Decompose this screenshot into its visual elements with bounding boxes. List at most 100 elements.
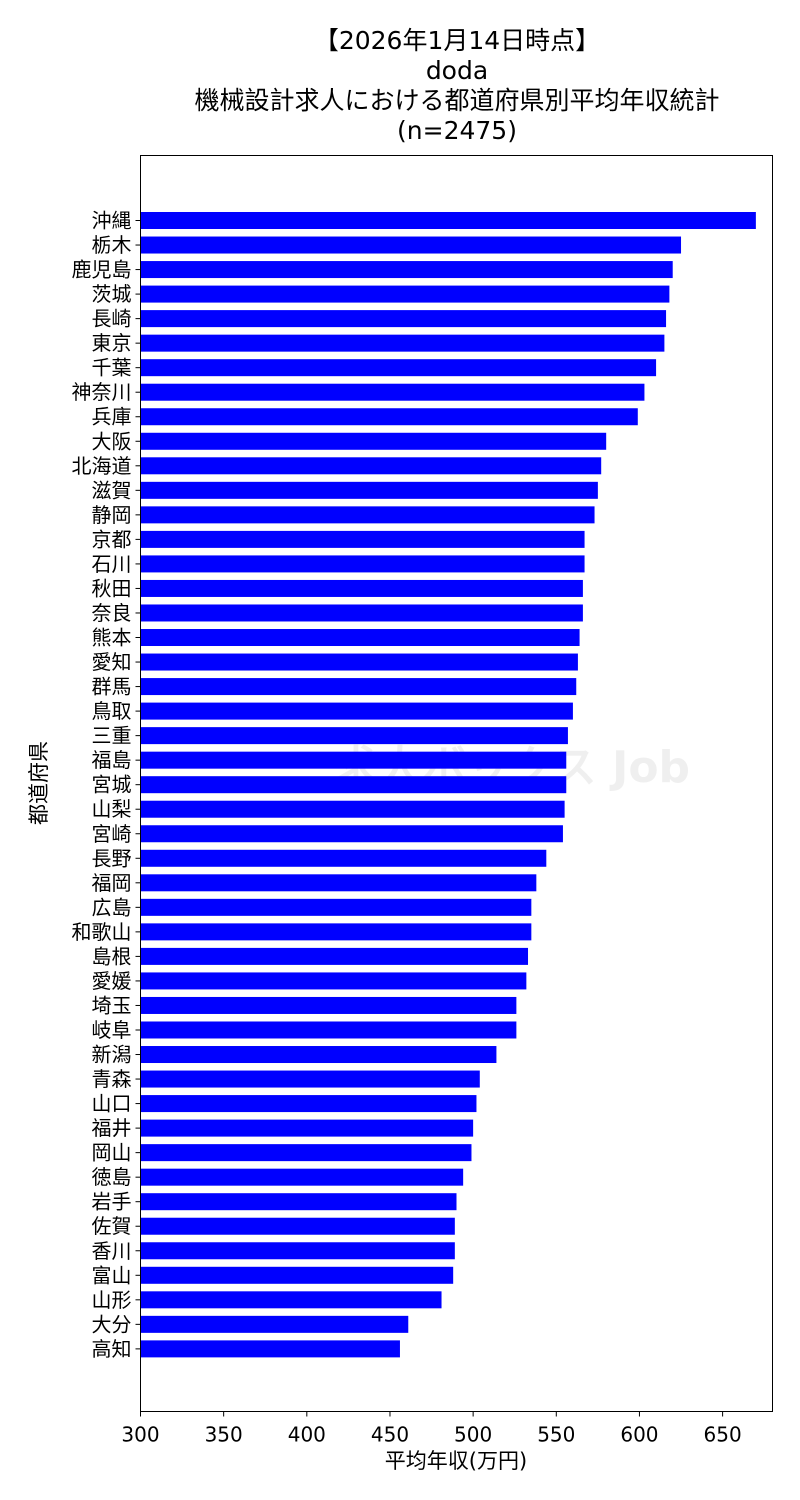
bar [140,1193,457,1211]
y-tick-label: 静岡 [92,503,132,527]
y-tick-label: 神奈川 [72,380,132,404]
bar [140,334,665,352]
x-tick-label: 600 [620,1423,658,1447]
bar [140,1095,477,1113]
bar [140,236,682,254]
bar [140,874,537,892]
y-tick-label: 福岡 [92,871,132,895]
bar [140,996,517,1014]
bar [140,923,532,941]
y-tick-label: 広島 [92,895,132,919]
y-tick-label: 山口 [92,1092,132,1116]
bar [140,1242,455,1260]
title-line-source: doda [425,56,489,85]
bar [140,555,585,573]
title-line-sample-size: (n=2475) [397,116,517,145]
bar [140,1144,472,1162]
y-tick-label: 福井 [92,1116,132,1140]
y-tick-label: 高知 [92,1337,132,1361]
bar [140,1340,400,1358]
bar [140,359,657,377]
bar [140,604,583,622]
y-tick-label: 栃木 [92,233,132,257]
x-tick-label: 650 [704,1423,742,1447]
y-tick-label: 愛媛 [92,969,132,993]
x-tick-label: 350 [205,1423,243,1447]
y-tick-label: 茨城 [92,282,132,306]
bar [140,310,667,328]
bar [140,1315,409,1333]
bar [140,629,580,647]
bar [140,1021,517,1039]
y-tick-label: 和歌山 [72,920,132,944]
y-tick-label: 長崎 [92,307,132,331]
y-tick-label: 香川 [92,1239,132,1263]
bar [140,947,529,965]
bar [140,1119,474,1137]
bar [140,1046,497,1064]
bar [140,751,567,769]
y-tick-label: 熊本 [92,626,132,650]
bar [140,261,673,279]
y-tick-label: 埼玉 [92,993,132,1017]
bar [140,898,532,916]
y-tick-label: 京都 [92,527,132,551]
bar [140,972,527,990]
x-axis-label: 平均年収(万円) [385,1449,527,1473]
bar [140,678,577,696]
y-tick-label: 長野 [92,846,132,870]
bar [140,481,598,499]
y-tick-label: 宮城 [92,773,132,797]
y-tick-label: 北海道 [72,454,132,478]
x-tick-label: 300 [121,1423,159,1447]
y-tick-label: 福島 [92,748,132,772]
y-tick-label: 佐賀 [92,1214,132,1238]
bar [140,702,573,720]
y-tick-label: 山梨 [92,797,132,821]
y-tick-label: 沖縄 [92,209,132,233]
y-tick-label: 愛知 [92,650,132,674]
y-tick-label: 奈良 [92,601,132,625]
y-tick-label: 岡山 [92,1141,132,1165]
bar [140,408,638,426]
bar [140,579,583,597]
y-tick-label: 兵庫 [92,405,132,429]
bar [140,383,645,401]
y-tick-label: 東京 [92,331,132,355]
bar [140,457,602,475]
bar [140,849,547,867]
bars-layer [140,212,756,1358]
bar [140,727,568,745]
y-tick-label: 千葉 [92,356,132,380]
y-tick-label: 鳥取 [92,699,132,723]
y-tick-label: 宮崎 [92,822,132,846]
bar [140,776,567,794]
y-tick-label: 山形 [92,1288,132,1312]
bar [140,1070,480,1088]
x-tick-label: 400 [288,1423,326,1447]
x-tick-label: 500 [454,1423,492,1447]
chart-title: 【2026年1月14日時点】 doda 機械設計求人における都道府県別平均年収統… [0,26,800,146]
y-tick-label: 岐阜 [92,1018,132,1042]
y-tick-label: 青森 [92,1067,132,1091]
bar [140,285,670,303]
title-line-date: 【2026年1月14日時点】 [313,26,601,55]
x-axis: 300 350 400 450 500 550 600 650 [121,1411,742,1447]
x-tick-label: 450 [371,1423,409,1447]
y-tick-label: 富山 [92,1263,132,1287]
y-tick-label: 大阪 [92,429,132,453]
y-tick-label: 三重 [92,724,132,748]
y-tick-label: 石川 [92,552,132,576]
bar [140,432,607,450]
x-tick-label: 550 [537,1423,575,1447]
bar [140,800,565,818]
y-tick-label: 鹿児島 [72,258,132,282]
y-tick-label: 島根 [92,944,132,968]
y-tick-label: 秋田 [92,576,132,600]
bar [140,825,563,843]
y-tick-label: 群馬 [92,675,132,699]
y-tick-label: 岩手 [92,1190,132,1214]
bar [140,1266,454,1284]
bar [140,1291,442,1309]
